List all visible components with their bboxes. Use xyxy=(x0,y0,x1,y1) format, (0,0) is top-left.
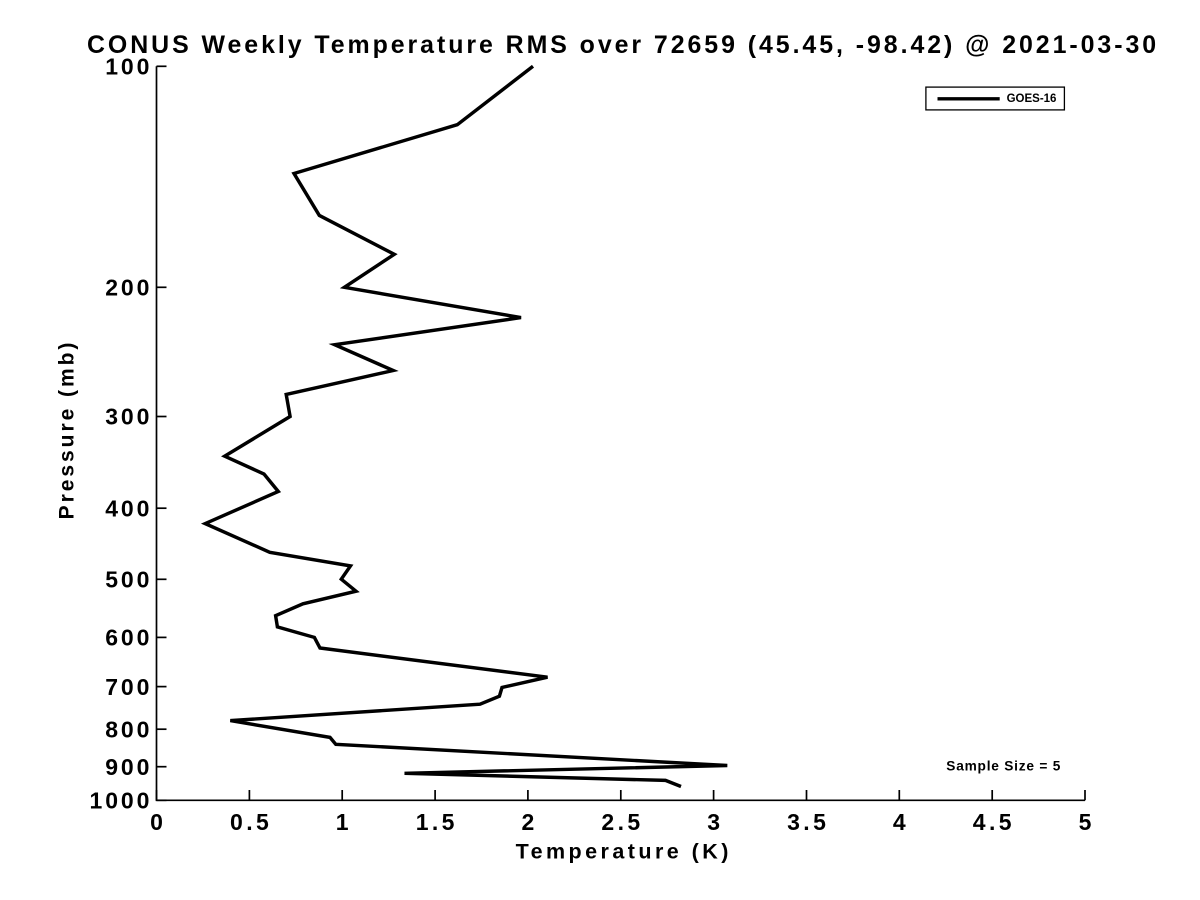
svg-text:2.5: 2.5 xyxy=(601,809,643,835)
svg-text:100: 100 xyxy=(105,54,152,80)
svg-text:200: 200 xyxy=(105,275,152,301)
svg-text:900: 900 xyxy=(105,754,152,780)
svg-text:5: 5 xyxy=(1079,809,1095,835)
svg-text:1000: 1000 xyxy=(90,788,153,814)
svg-text:400: 400 xyxy=(105,495,152,521)
svg-text:Pressure (mb): Pressure (mb) xyxy=(56,340,79,520)
svg-text:0.5: 0.5 xyxy=(230,809,272,835)
svg-text:2: 2 xyxy=(521,809,537,835)
svg-text:Temperature (K): Temperature (K) xyxy=(516,839,732,863)
svg-text:0: 0 xyxy=(150,809,166,835)
svg-text:GOES-16: GOES-16 xyxy=(1007,93,1057,105)
svg-text:1.5: 1.5 xyxy=(416,809,458,835)
svg-text:3: 3 xyxy=(707,809,723,835)
svg-text:1: 1 xyxy=(336,809,352,835)
svg-text:600: 600 xyxy=(105,625,152,651)
svg-text:800: 800 xyxy=(105,716,152,742)
svg-text:Sample Size = 5: Sample Size = 5 xyxy=(946,758,1061,773)
svg-text:700: 700 xyxy=(105,674,152,700)
svg-text:4.5: 4.5 xyxy=(973,809,1015,835)
svg-text:CONUS Weekly Temperature RMS o: CONUS Weekly Temperature RMS over 72659 … xyxy=(87,31,1159,59)
svg-text:500: 500 xyxy=(105,567,152,593)
svg-text:3.5: 3.5 xyxy=(787,809,829,835)
svg-text:4: 4 xyxy=(893,809,909,835)
svg-text:300: 300 xyxy=(105,404,152,430)
